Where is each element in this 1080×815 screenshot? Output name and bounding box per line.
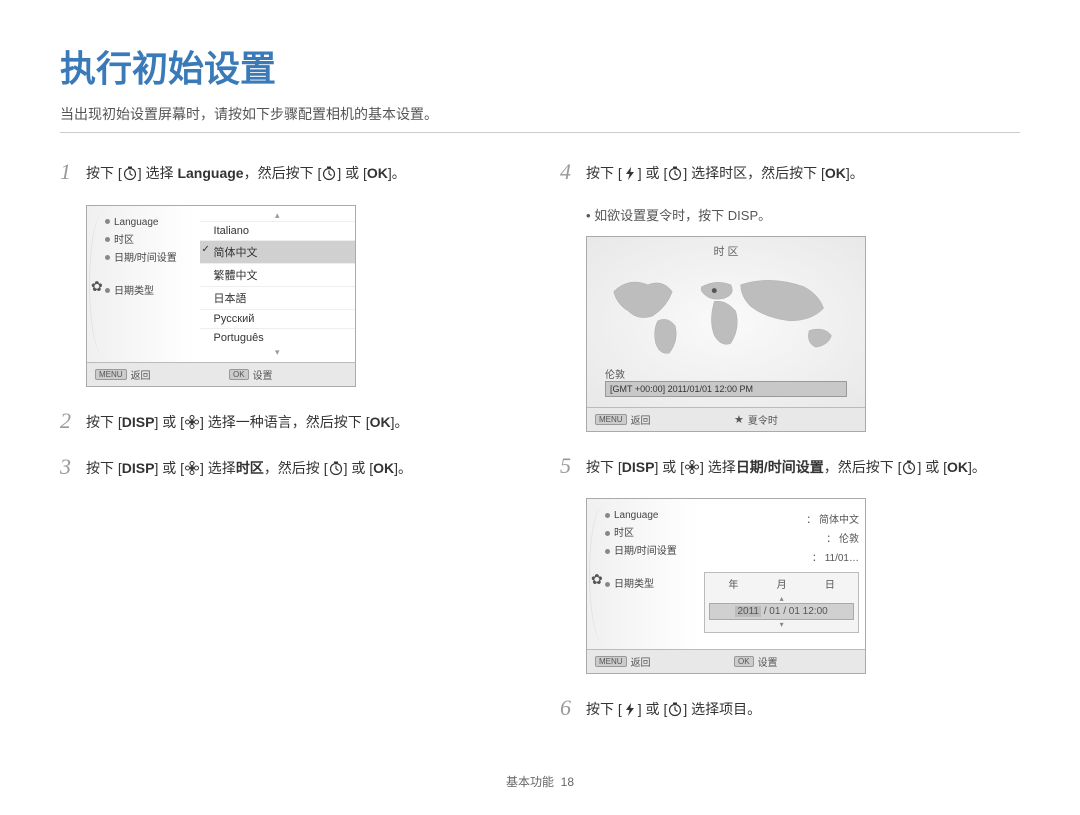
flash-icon: [622, 165, 638, 181]
right-column: 4 按下 [] 或 [] 选择时区，然后按下 [OK]。 如欲设置夏令时，按下 …: [560, 158, 1020, 741]
step-2-number: 2: [60, 407, 86, 436]
step-6: 6 按下 [] 或 [] 选择项目。: [560, 694, 1020, 723]
timer-icon: [667, 701, 683, 717]
timer-icon: [667, 165, 683, 181]
flash-icon: [622, 701, 638, 717]
timer-icon: [122, 165, 138, 181]
page-title: 执行初始设置: [60, 40, 1020, 92]
flower-icon: [184, 460, 200, 476]
left-column: 1 按下 [] 选择 Language，然后按下 [] 或 [OK]。 Lang…: [60, 158, 520, 741]
step-4-text: 按下 [] 或 [] 选择时区，然后按下 [OK]。: [586, 158, 864, 184]
lang-option[interactable]: Русский: [200, 309, 355, 328]
timer-icon: [321, 165, 337, 181]
step-3-text: 按下 [DISP] 或 [] 选择时区，然后按 [] 或 [OK]。: [86, 453, 412, 479]
timer-icon: [901, 459, 917, 475]
step-6-number: 6: [560, 694, 586, 723]
timer-icon: [328, 460, 344, 476]
date-editor[interactable]: 年 月 日 ▴ 2011 / 01 / 01 12:00 ▾: [704, 572, 859, 633]
gmt-bar: [GMT +00:00] 2011/01/01 12:00 PM: [605, 381, 847, 397]
screenshot-language: Language 时区 日期/时间设置 ✿ 日期类型 ▴ Italiano 简体…: [86, 205, 356, 387]
content-columns: 1 按下 [] 选择 Language，然后按下 [] 或 [OK]。 Lang…: [60, 158, 1020, 741]
step-2-text: 按下 [DISP] 或 [] 选择一种语言，然后按下 [OK]。: [86, 407, 408, 433]
lang-option[interactable]: 日本語: [200, 286, 355, 309]
gear-icon: ✿: [91, 278, 103, 295]
step-1-number: 1: [60, 158, 86, 187]
step-4-number: 4: [560, 158, 586, 187]
flower-icon: [184, 414, 200, 430]
screenshot-datetime: Language 时区 日期/时间设置 ✿ 日期类型 ： 简体中文 ： 伦敦 ：…: [586, 498, 866, 674]
step-3-number: 3: [60, 453, 86, 482]
subtitle: 当出现初始设置屏幕时，请按如下步骤配置相机的基本设置。: [60, 104, 1020, 133]
step-4-note: 如欲设置夏令时，按下 DISP。: [586, 205, 1020, 224]
gear-icon: ✿: [591, 571, 603, 588]
step-2: 2 按下 [DISP] 或 [] 选择一种语言，然后按下 [OK]。: [60, 407, 520, 436]
language-list: ▴ Italiano 简体中文 繁體中文 日本語 Русский Portugu…: [200, 206, 355, 362]
step-5-number: 5: [560, 452, 586, 481]
step-1: 1 按下 [] 选择 Language，然后按下 [] 或 [OK]。: [60, 158, 520, 187]
world-map: [599, 265, 853, 367]
step-6-text: 按下 [] 或 [] 选择项目。: [586, 694, 761, 720]
lang-option[interactable]: Italiano: [200, 221, 355, 240]
flash-icon: ★: [734, 413, 744, 426]
location-label: 伦敦: [605, 366, 625, 381]
lang-option-selected[interactable]: 简体中文: [200, 240, 355, 263]
lang-option[interactable]: Português: [200, 328, 355, 347]
step-4: 4 按下 [] 或 [] 选择时区，然后按下 [OK]。: [560, 158, 1020, 187]
flower-icon: [684, 459, 700, 475]
step-5-text: 按下 [DISP] 或 [] 选择日期/时间设置，然后按下 [] 或 [OK]。: [586, 452, 986, 478]
step-1-text: 按下 [] 选择 Language，然后按下 [] 或 [OK]。: [86, 158, 406, 184]
timezone-title: 时 区: [587, 243, 865, 259]
step-3: 3 按下 [DISP] 或 [] 选择时区，然后按 [] 或 [OK]。: [60, 453, 520, 482]
screenshot-timezone: 时 区 伦敦 [GMT +00: [586, 236, 866, 432]
lang-option[interactable]: 繁體中文: [200, 263, 355, 286]
step-5: 5 按下 [DISP] 或 [] 选择日期/时间设置，然后按下 [] 或 [OK…: [560, 452, 1020, 481]
page-footer: 基本功能 18: [0, 773, 1080, 790]
